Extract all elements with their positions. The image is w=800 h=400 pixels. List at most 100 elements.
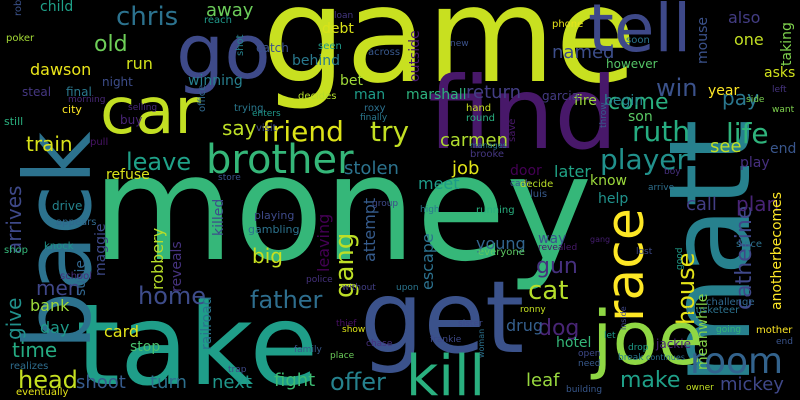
word-card: card: [104, 322, 140, 341]
word-man: man: [354, 87, 386, 103]
word-day: day: [40, 318, 70, 337]
word-reach: reach: [204, 15, 233, 26]
word-arrives: arrives: [2, 185, 26, 254]
word-show: show: [342, 325, 366, 335]
word-thief: thief: [336, 319, 357, 329]
word-round: round: [466, 113, 496, 124]
word-enters: enters: [252, 109, 281, 119]
word-away: away: [206, 0, 254, 21]
word-help: help: [598, 191, 629, 207]
word-decides: decides: [298, 91, 337, 102]
word-drug: drug: [506, 316, 544, 335]
word-later: later: [554, 162, 591, 181]
word-ronny: ronny: [520, 305, 546, 315]
word-running: running: [476, 205, 515, 216]
word-seen: seen: [318, 41, 342, 52]
word-mother: mother: [756, 325, 793, 336]
word-reveals: reveals: [169, 241, 185, 292]
word-shoot: shoot: [76, 372, 126, 393]
word-city: city: [62, 103, 82, 116]
word-winning: winning: [188, 73, 243, 89]
word-stop: stop: [130, 339, 161, 355]
word-also: also: [728, 8, 761, 27]
word-game: game: [262, 0, 637, 113]
word-turn: turn: [150, 372, 187, 393]
word-side: side: [746, 95, 765, 105]
word-leave: leave: [126, 148, 192, 176]
word-fight: fight: [274, 370, 316, 391]
word-new: new: [450, 39, 469, 49]
word-offer: offer: [330, 368, 386, 396]
word-win: win: [656, 74, 698, 102]
word-arrive: arrive: [648, 183, 675, 193]
word-job: job: [452, 158, 480, 179]
word-catherine: catherine: [732, 205, 757, 310]
word-child: child: [40, 0, 74, 15]
word-return: return: [466, 82, 522, 103]
word-realizes: realizes: [10, 361, 49, 372]
word-group: group: [372, 199, 399, 209]
word-gambling: gambling: [248, 223, 300, 236]
word-throw: throw: [599, 102, 609, 128]
word-left: left: [772, 85, 787, 95]
word-rob: rob: [13, 0, 24, 16]
word-fire: fire: [574, 93, 597, 109]
word-store: store: [218, 173, 241, 183]
word-mickey: mickey: [720, 374, 784, 395]
word-since: since: [736, 239, 762, 250]
word-bet: bet: [340, 73, 363, 89]
word-visit: visit: [256, 123, 277, 134]
word-finally: finally: [360, 113, 388, 123]
word-cat: cat: [528, 276, 569, 306]
word-begin: begin: [604, 93, 644, 109]
word-marshall: marshall: [406, 87, 467, 103]
word-mouse: mouse: [695, 17, 711, 64]
word-phone: phone: [552, 19, 584, 30]
word-soon: soon: [626, 35, 650, 46]
word-end: end: [770, 141, 797, 157]
word-trap: trap: [228, 365, 247, 375]
word-final: final: [66, 85, 92, 99]
word-next: next: [212, 372, 252, 393]
word-robbery: robbery: [148, 227, 167, 290]
word-roxy: roxy: [364, 103, 386, 114]
word-break: break: [618, 353, 644, 363]
word-upon: upon: [396, 283, 419, 293]
word-railroad: railroad: [199, 296, 215, 350]
word-leaf: leaf: [526, 370, 560, 391]
word-killed: killed: [211, 198, 227, 236]
word-father: father: [250, 286, 323, 314]
word-morning: morning: [68, 95, 106, 105]
word-buy: buy: [120, 113, 143, 127]
word-outside: outside: [407, 30, 423, 82]
word-want: want: [772, 105, 795, 115]
word-young: young: [476, 234, 526, 253]
word-poker: poker: [6, 33, 35, 44]
word-musketeer: musketeer: [686, 305, 740, 316]
word-garcia: garcia: [542, 89, 579, 103]
word-room: room: [690, 341, 784, 382]
word-stolen: stolen: [344, 158, 399, 179]
word-lost: lost: [636, 247, 653, 257]
word-home: home: [138, 282, 207, 310]
word-woman: woman: [477, 328, 486, 358]
word-gun: gun: [536, 254, 578, 279]
word-call: call: [686, 194, 717, 215]
word-plan: plan: [736, 192, 780, 216]
word-kill: kill: [406, 344, 486, 400]
word-old: old: [94, 32, 128, 57]
word-school: school: [60, 271, 93, 282]
word-shop: shop: [4, 245, 29, 256]
word-refuse: refuse: [106, 167, 150, 183]
word-cash: cash: [510, 179, 531, 189]
word-night: night: [102, 75, 133, 89]
word-hotel: hotel: [556, 335, 592, 351]
word-come: come: [608, 90, 669, 115]
word-anotherbecomes: anotherbecomes: [769, 191, 785, 310]
word-eventually: eventually: [16, 387, 69, 398]
word-debt: debt: [322, 21, 354, 37]
word-continues: continues: [646, 353, 685, 362]
word-know: know: [590, 173, 627, 189]
word-catch: catch: [256, 41, 289, 55]
